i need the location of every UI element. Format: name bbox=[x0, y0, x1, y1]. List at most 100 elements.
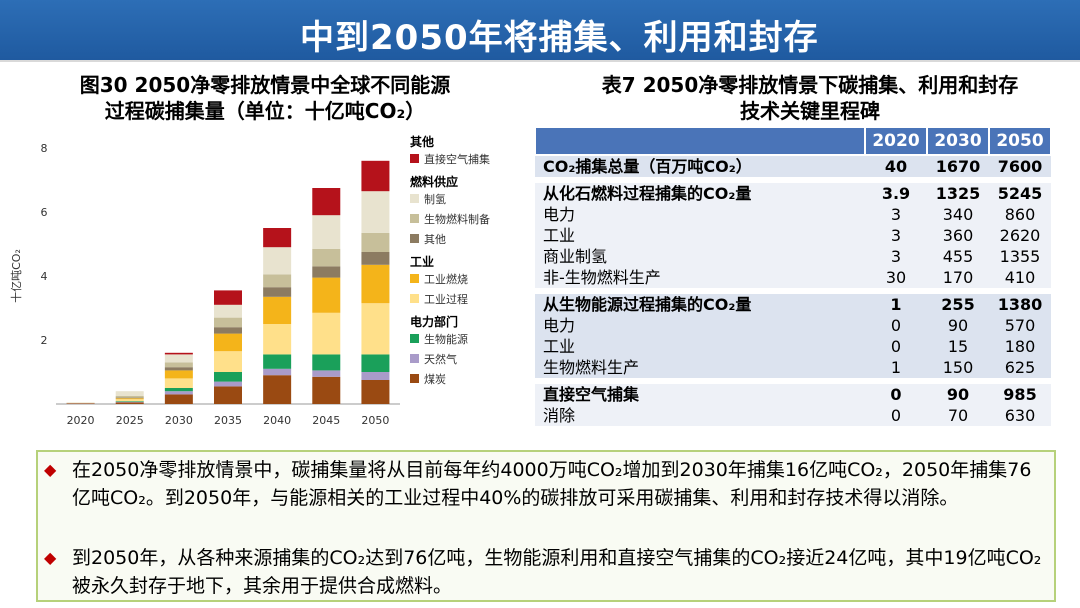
milestone-table: 2020 2030 2050 CO₂捕集总量（百万吨CO₂） 40 1670 7… bbox=[534, 126, 1052, 426]
y-axis-label: 十亿吨CO₂ bbox=[9, 249, 23, 303]
summary-box: ◆ 在2050净零排放情景中，碳捕集量将从目前每年约4000万吨CO₂增加到20… bbox=[36, 450, 1056, 602]
y-tick-label: 4 bbox=[41, 270, 48, 283]
row-value: 630 bbox=[989, 405, 1051, 426]
table-row-bio: 从生物能源过程捕集的CO₂量 1 255 1380 bbox=[535, 294, 1051, 315]
row-label: 电力 bbox=[535, 315, 865, 336]
bar-segment bbox=[164, 354, 193, 363]
col-2050: 2050 bbox=[988, 126, 1052, 156]
bar-segment bbox=[312, 215, 341, 249]
bar-segment bbox=[115, 402, 144, 404]
legend-swatch bbox=[410, 354, 419, 363]
row-value: 1 bbox=[865, 357, 927, 378]
bar-segment bbox=[312, 188, 341, 216]
bar-segment bbox=[361, 232, 390, 252]
bar-segment bbox=[164, 370, 193, 379]
table-row: 生物燃料生产 1 150 625 bbox=[535, 357, 1051, 378]
table-row-fossil: 从化石燃料过程捕集的CO₂量 3.9 1325 5245 bbox=[535, 183, 1051, 204]
row-value: 410 bbox=[989, 267, 1051, 288]
legend-group-title: 其他 bbox=[410, 134, 434, 149]
figure-title-line2: 过程碳捕集量（单位：十亿吨CO₂） bbox=[104, 99, 426, 123]
bar-segment bbox=[164, 394, 193, 404]
bar-segment bbox=[164, 352, 193, 355]
bar-segment bbox=[361, 354, 390, 372]
row-value: 90 bbox=[927, 315, 989, 336]
total-2030: 1670 bbox=[927, 155, 989, 177]
bar-segment bbox=[361, 252, 390, 265]
row-value: 2620 bbox=[989, 225, 1051, 246]
legend-swatch bbox=[410, 194, 419, 203]
x-tick-label: 2050 bbox=[361, 414, 389, 427]
bullet-2: ◆ 到2050年，从各种来源捕集的CO₂达到76亿吨，生物能源利用和直接空气捕集… bbox=[44, 544, 1044, 600]
table-row: 电力 0 90 570 bbox=[535, 315, 1051, 336]
fossil-2050: 5245 bbox=[989, 183, 1051, 204]
legend-group-title: 电力部门 bbox=[410, 314, 458, 329]
legend-swatch bbox=[410, 274, 419, 283]
row-value: 70 bbox=[927, 405, 989, 426]
bar-segment bbox=[214, 317, 242, 328]
figure-title: 图30 2050净零排放情景中全球不同能源 过程碳捕集量（单位：十亿吨CO₂） bbox=[30, 72, 500, 124]
bar-segment bbox=[263, 375, 292, 404]
bullet-1: ◆ 在2050净零排放情景中，碳捕集量将从目前每年约4000万吨CO₂增加到20… bbox=[44, 456, 1044, 512]
table-row: 消除 0 70 630 bbox=[535, 405, 1051, 426]
row-label: 非-生物燃料生产 bbox=[535, 267, 865, 288]
legend-label: 工业过程 bbox=[424, 293, 468, 306]
fossil-2030: 1325 bbox=[927, 183, 989, 204]
row-value: 0 bbox=[865, 405, 927, 426]
row-value: 455 bbox=[927, 246, 989, 267]
bio-2030: 255 bbox=[927, 294, 989, 315]
bar-segment bbox=[361, 372, 390, 380]
row-label: 商业制氢 bbox=[535, 246, 865, 267]
bar-segment bbox=[214, 327, 242, 334]
row-value: 360 bbox=[927, 225, 989, 246]
table-header-blank bbox=[534, 126, 866, 156]
bullet-2-text: 到2050年，从各种来源捕集的CO₂达到76亿吨，生物能源利用和直接空气捕集的C… bbox=[72, 547, 1042, 597]
page-title: 中到2050年将捕集、利用和封存 bbox=[300, 18, 819, 58]
bar-segment bbox=[214, 333, 242, 352]
row-value: 0 bbox=[865, 315, 927, 336]
bar-segment bbox=[263, 228, 292, 248]
diamond-bullet-icon: ◆ bbox=[44, 460, 57, 479]
bar-segment bbox=[361, 380, 390, 404]
bar-segment bbox=[66, 402, 95, 403]
figure-title-line1: 图30 2050净零排放情景中全球不同能源 bbox=[79, 73, 451, 97]
row-label: 电力 bbox=[535, 204, 865, 225]
col-2030: 2030 bbox=[926, 126, 990, 156]
bar-segment bbox=[214, 351, 242, 372]
row-label: 生物燃料生产 bbox=[535, 357, 865, 378]
table-header-row: 2020 2030 2050 bbox=[534, 126, 1052, 156]
total-label: CO₂捕集总量（百万吨CO₂） bbox=[535, 155, 865, 177]
row-value: 150 bbox=[927, 357, 989, 378]
title-bar: 中到2050年将捕集、利用和封存 bbox=[0, 0, 1080, 62]
dac-2020: 0 bbox=[865, 384, 927, 405]
bio-2020: 1 bbox=[865, 294, 927, 315]
dac-2030: 90 bbox=[927, 384, 989, 405]
total-2050: 7600 bbox=[989, 155, 1051, 177]
legend-swatch bbox=[410, 234, 419, 243]
bar-segment bbox=[263, 247, 292, 275]
x-tick-label: 2020 bbox=[67, 414, 95, 427]
table-row: 电力 3 340 860 bbox=[535, 204, 1051, 225]
bar-segment bbox=[115, 391, 144, 396]
bar-segment bbox=[312, 248, 341, 267]
row-value: 3 bbox=[865, 204, 927, 225]
bar-segment bbox=[312, 370, 341, 377]
legend-label: 生物能源 bbox=[424, 332, 468, 346]
table-row-dac: 直接空气捕集 0 90 985 bbox=[535, 384, 1051, 405]
fossil-label: 从化石燃料过程捕集的CO₂量 bbox=[535, 183, 865, 204]
bar-segment bbox=[164, 367, 193, 371]
bar-segment bbox=[115, 401, 144, 403]
bar-segment bbox=[263, 287, 292, 297]
table-row: 工业 3 360 2620 bbox=[535, 225, 1051, 246]
bio-label: 从生物能源过程捕集的CO₂量 bbox=[535, 294, 865, 315]
dac-2050: 985 bbox=[989, 384, 1051, 405]
bar-segment bbox=[263, 354, 292, 369]
bar-segment bbox=[263, 274, 292, 288]
legend-label: 其他 bbox=[424, 233, 446, 246]
row-value: 15 bbox=[927, 336, 989, 357]
bar-segment bbox=[164, 391, 193, 395]
bar-segment bbox=[361, 191, 390, 233]
bar-segment bbox=[312, 266, 341, 278]
table-title-line2: 技术关键里程碑 bbox=[740, 99, 880, 123]
legend-swatch bbox=[410, 294, 419, 303]
row-label: 消除 bbox=[535, 405, 865, 426]
